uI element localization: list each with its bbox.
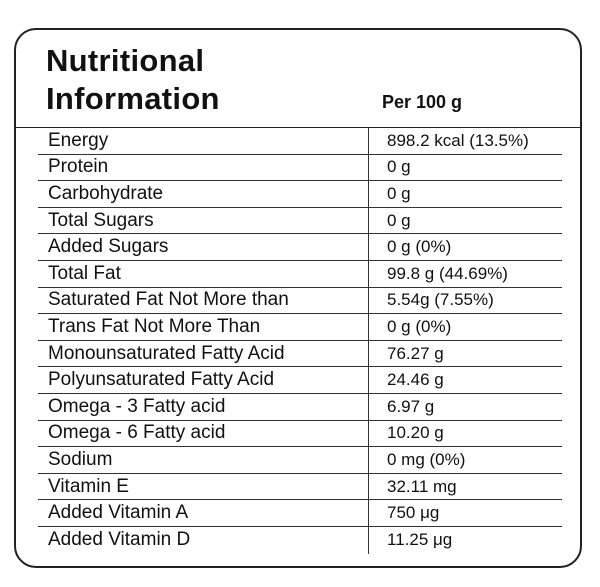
table-row: Added Vitamin D 11.25 μg [38, 526, 562, 554]
table-row: Monounsaturated Fatty Acid 76.27 g [38, 340, 562, 368]
nutrient-value: 24.46 g [368, 367, 562, 393]
nutrient-name: Vitamin E [48, 475, 129, 497]
nutrient-name: Carbohydrate [48, 182, 164, 204]
nutrient-value: 0 mg (0%) [368, 447, 562, 473]
table-row: Vitamin E 32.11 mg [38, 473, 562, 501]
label-title: Nutritional Information [46, 42, 220, 118]
nutrition-label: Nutritional Information Per 100 g Energy… [14, 28, 582, 568]
per-serving-label: Per 100 g [382, 92, 463, 112]
nutrient-name: Saturated Fat Not More than [48, 289, 289, 311]
table-row: Polyunsaturated Fatty Acid 24.46 g [38, 367, 562, 394]
nutrient-name: Energy [48, 129, 109, 151]
nutrient-name: Added Vitamin D [48, 529, 191, 551]
nutrient-name: Omega - 3 Fatty acid [48, 395, 226, 417]
title-line-2: Information [46, 81, 220, 116]
nutrient-value: 6.97 g [368, 393, 562, 420]
title-line-1: Nutritional [46, 43, 205, 78]
nutrient-name: Total Fat [48, 262, 121, 284]
table-row: Omega - 3 Fatty acid 6.97 g [38, 393, 562, 421]
nutrition-table: Energy 898.2 kcal (13.5%) Protein 0 g Ca… [38, 128, 562, 554]
table-row: Omega - 6 Fatty acid 10.20 g [38, 420, 562, 448]
nutrient-value: 10.20 g [368, 420, 562, 447]
nutrient-name: Sodium [48, 448, 113, 470]
table-row: Protein 0 g [38, 154, 562, 182]
table-row: Total Sugars 0 g [38, 207, 562, 235]
table-row: Added Sugars 0 g (0%) [38, 234, 562, 261]
nutrient-value: 0 g (0%) [368, 314, 562, 340]
nutrient-name: Monounsaturated Fatty Acid [48, 342, 285, 364]
nutrient-value: 0 g (0%) [368, 234, 562, 260]
nutrient-value: 0 g [368, 154, 562, 181]
nutrient-name: Protein [48, 156, 109, 178]
table-row: Energy 898.2 kcal (13.5%) [38, 128, 562, 155]
nutrient-value: 0 g [368, 181, 562, 207]
nutrient-value: 750 μg [368, 500, 562, 526]
nutrient-name: Polyunsaturated Fatty Acid [48, 369, 275, 391]
nutrient-value: 76.27 g [368, 340, 562, 367]
nutrient-value: 0 g [368, 207, 562, 234]
nutrient-value: 99.8 g (44.69%) [368, 260, 562, 287]
table-row: Total Fat 99.8 g (44.69%) [38, 260, 562, 288]
table-row: Trans Fat Not More Than 0 g (0%) [38, 314, 562, 341]
nutrient-value: 32.11 mg [368, 473, 562, 500]
table-row: Saturated Fat Not More than 5.54g (7.55%… [38, 287, 562, 315]
nutrient-value: 5.54g (7.55%) [368, 287, 562, 314]
nutrient-name: Total Sugars [48, 209, 154, 231]
table-row: Sodium 0 mg (0%) [38, 447, 562, 474]
nutrient-name: Omega - 6 Fatty acid [48, 422, 226, 444]
table-row: Carbohydrate 0 g [38, 181, 562, 208]
nutrient-name: Added Vitamin A [48, 502, 189, 524]
nutrient-name: Added Sugars [48, 236, 169, 258]
table-row: Added Vitamin A 750 μg [38, 500, 562, 527]
nutrient-name: Trans Fat Not More Than [48, 315, 261, 337]
nutrient-value: 898.2 kcal (13.5%) [368, 128, 562, 154]
label-header: Nutritional Information Per 100 g [16, 30, 580, 128]
nutrient-value: 11.25 μg [368, 526, 562, 554]
